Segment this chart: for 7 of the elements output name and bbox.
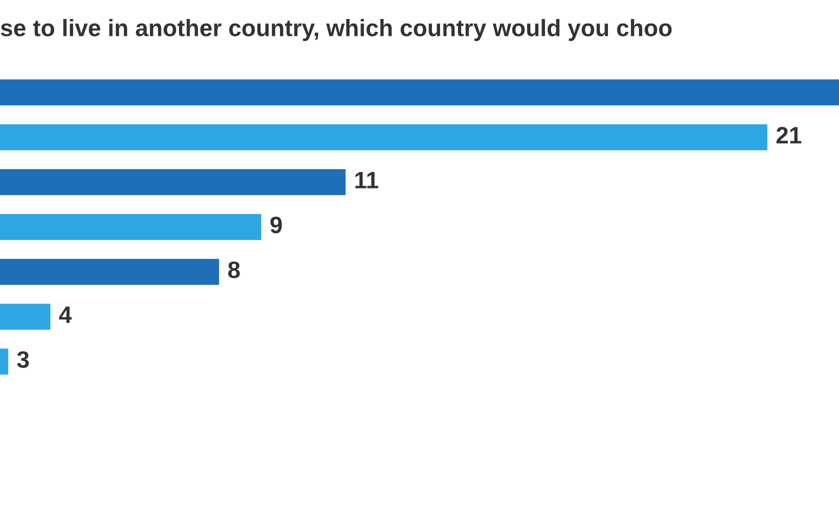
- data-label: 4: [59, 306, 72, 323]
- data-label: 3: [17, 351, 29, 368]
- data-label: 8: [228, 261, 240, 278]
- data-label: 21: [776, 126, 802, 144]
- data-label: 9: [270, 216, 282, 234]
- chart-title: se to live in another country, which country would you choo: [0, 18, 672, 42]
- data-label: 11: [355, 172, 378, 188]
